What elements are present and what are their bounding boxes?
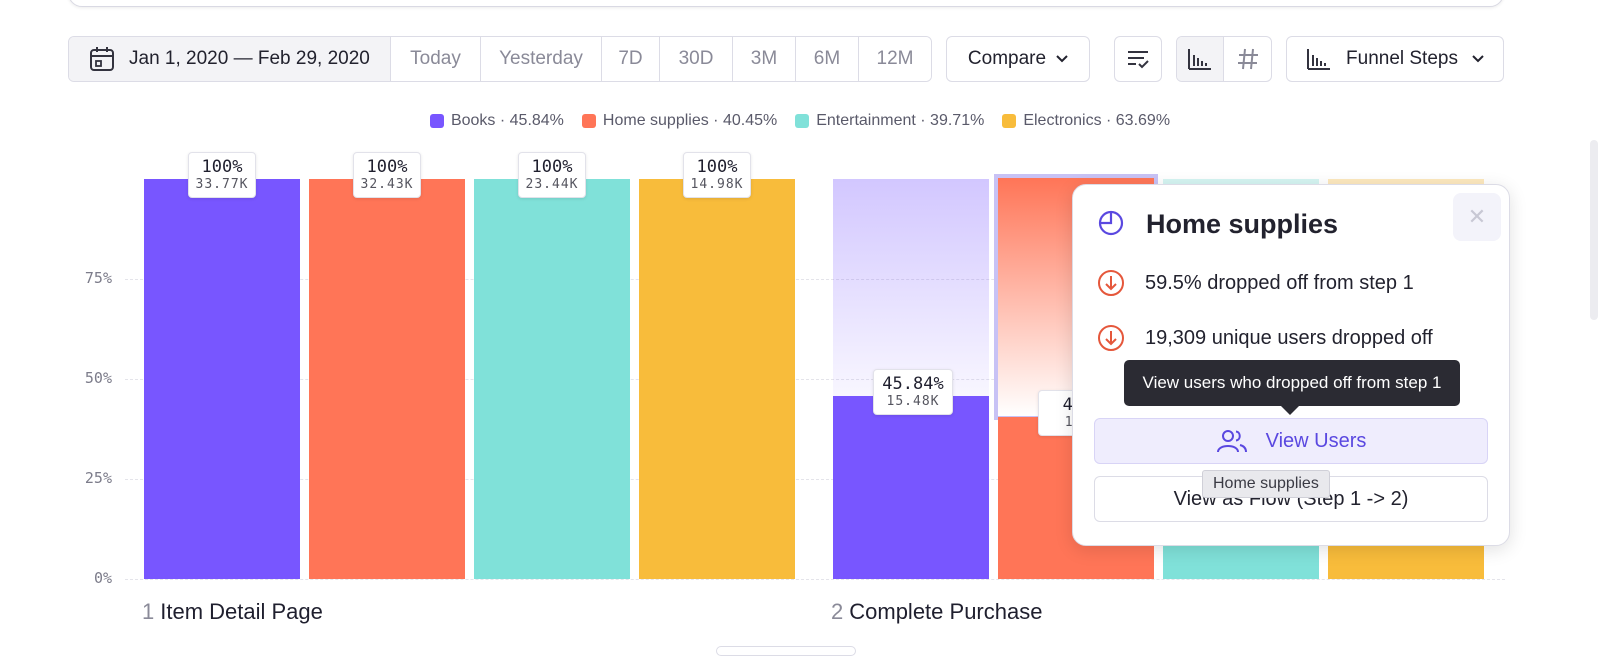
bar-chart-icon	[1187, 47, 1213, 71]
bar-count: 23.44K	[525, 177, 579, 192]
bar-count: 14.98K	[690, 177, 744, 192]
y-tick-label: 0%	[93, 569, 112, 587]
bar-books[interactable]	[833, 395, 989, 579]
hover-title-tip: Home supplies	[1202, 470, 1330, 498]
dropoff-percent-row: 59.5% dropped off from step 1	[1097, 269, 1414, 297]
step-name: Complete Purchase	[849, 599, 1043, 624]
gridline	[125, 579, 1505, 580]
legend-label: Electronics · 63.69%	[1023, 112, 1171, 129]
table-view-button[interactable]	[1224, 37, 1271, 81]
funnel-steps-label: Funnel Steps	[1346, 48, 1458, 69]
range-today-button[interactable]: Today	[391, 37, 481, 81]
bar-chart-icon	[1306, 47, 1332, 71]
dropoff-users-row: 19,309 unique users dropped off	[1097, 324, 1433, 352]
pagination-control[interactable]	[716, 646, 856, 656]
close-icon: ✕	[1467, 204, 1487, 229]
dropoff-users-text: 19,309 unique users dropped off	[1145, 326, 1433, 349]
gridline	[125, 279, 1505, 280]
legend-item-home-supplies[interactable]: Home supplies · 40.45%	[581, 112, 778, 130]
bar-value-label: 100% 14.98K	[683, 152, 751, 198]
arrow-down-circle-icon	[1097, 324, 1125, 352]
bar-books[interactable]	[144, 179, 300, 579]
range-7d-button[interactable]: 7D	[602, 37, 660, 81]
range-6m-button[interactable]: 6M	[796, 37, 859, 81]
bar-home-supplies[interactable]	[309, 179, 465, 579]
funnel-steps-button[interactable]: Funnel Steps	[1286, 36, 1504, 82]
step-number: 1	[142, 599, 155, 624]
arrow-down-circle-icon	[1097, 269, 1125, 297]
bar-value-label: 100% 32.43K	[353, 152, 421, 198]
step-number: 2	[831, 599, 844, 624]
calendar-icon	[89, 46, 115, 72]
legend-swatch	[429, 114, 444, 128]
hash-icon	[1236, 47, 1260, 71]
compare-button[interactable]: Compare	[946, 36, 1090, 82]
y-tick-label: 50%	[84, 369, 112, 387]
close-button[interactable]: ✕	[1453, 193, 1501, 241]
view-users-tooltip: View users who dropped off from step 1	[1124, 360, 1460, 406]
legend-label: Entertainment · 39.71%	[816, 112, 985, 129]
legend-swatch	[581, 114, 596, 128]
bar-electronics[interactable]	[639, 179, 795, 579]
legend-swatch	[795, 114, 810, 128]
y-tick-label: 25%	[84, 469, 112, 487]
bar-value-label: 100% 33.77K	[188, 152, 256, 198]
bar-count: 33.77K	[195, 177, 249, 192]
chevron-down-icon	[1056, 55, 1068, 63]
dropoff-percent-text: 59.5% dropped off from step 1	[1145, 271, 1414, 294]
legend-item-entertainment[interactable]: Entertainment · 39.71%	[795, 112, 984, 130]
legend-item-books[interactable]: Books · 45.84%	[429, 112, 564, 130]
date-range-picker[interactable]: Jan 1, 2020 — Feb 29, 2020	[69, 37, 391, 81]
tooltip-arrow	[1280, 405, 1300, 415]
bar-value-label: 45.84% 15.48K	[873, 368, 953, 415]
bar-chart-view-button[interactable]	[1177, 37, 1225, 81]
gridline	[125, 479, 1505, 480]
bar-percent: 100%	[531, 157, 573, 177]
bar-percent: 100%	[366, 157, 408, 177]
bar-entertainment[interactable]	[474, 179, 630, 579]
step-name: Item Detail Page	[160, 599, 323, 624]
y-tick-label: 75%	[84, 269, 112, 287]
step-label: 2 Complete Purchase	[831, 599, 1042, 625]
legend-item-electronics[interactable]: Electronics · 63.69%	[1002, 112, 1170, 130]
range-12m-button[interactable]: 12M	[859, 37, 931, 81]
bar-count: 32.43K	[360, 177, 414, 192]
bar-dropoff-ghost[interactable]	[833, 179, 989, 396]
step-label: 1 Item Detail Page	[142, 599, 323, 625]
date-range-group: Jan 1, 2020 — Feb 29, 2020 Today Yesterd…	[68, 36, 932, 82]
compare-label: Compare	[967, 48, 1047, 69]
legend-swatch	[1002, 114, 1017, 128]
date-range-label: Jan 1, 2020 — Feb 29, 2020	[129, 48, 370, 69]
bar-percent: 100%	[696, 157, 738, 177]
page-scrollbar[interactable]	[1590, 140, 1598, 320]
bar-percent: 45.84%	[882, 373, 944, 394]
bar-count: 15.48K	[886, 393, 940, 409]
range-30d-button[interactable]: 30D	[660, 37, 733, 81]
chevron-down-icon	[1472, 55, 1484, 63]
users-icon	[1216, 428, 1248, 454]
chart-view-toggle	[1176, 36, 1272, 82]
view-users-label: View Users	[1265, 429, 1367, 452]
tooltip-text: View users who dropped off from step 1	[1142, 373, 1442, 392]
range-yesterday-button[interactable]: Yesterday	[481, 37, 602, 81]
view-users-button[interactable]: View Users	[1094, 418, 1488, 464]
segment-pie-icon	[1097, 209, 1125, 237]
chart-legend: Books · 45.84% Home supplies · 40.45% En…	[0, 112, 1600, 130]
popup-title: Home supplies	[1146, 209, 1339, 239]
gridline	[125, 379, 1505, 380]
range-3m-button[interactable]: 3M	[733, 37, 796, 81]
legend-label: Home supplies · 40.45%	[602, 112, 778, 129]
bar-percent: 100%	[201, 157, 243, 177]
legend-label: Books · 45.84%	[450, 112, 564, 129]
sort-options-button[interactable]	[1114, 36, 1162, 82]
bar-value-label: 100% 23.44K	[518, 152, 586, 198]
sort-list-icon	[1126, 48, 1150, 70]
